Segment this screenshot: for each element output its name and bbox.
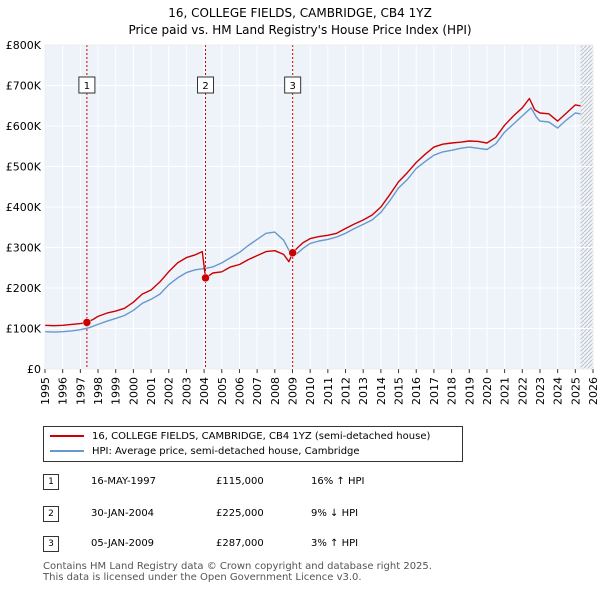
x-tick-label: 1996 [57,377,70,405]
x-tick-label: 2002 [163,377,176,405]
legend-label-hpi: HPI: Average price, semi-detached house,… [92,446,360,457]
x-tick-label: 2014 [375,377,388,405]
sale-marker-box [284,76,302,94]
x-tick-label: 2005 [216,377,229,405]
y-tick-label: £800K [6,39,42,52]
y-tick-label: £100K [6,323,42,336]
footer-attribution: Contains HM Land Registry data © Crown c… [43,561,432,583]
y-tick-label: £0 [27,363,41,376]
transaction-date: 05-JAN-2009 [91,538,155,549]
x-tick-label: 1999 [110,377,123,405]
x-tick-label: 2000 [127,377,140,405]
plot-frame [44,44,594,370]
y-tick-label: £500K [6,161,42,174]
x-tick-label: 2004 [198,377,211,405]
price-chart: 16, COLLEGE FIELDS, CAMBRIDGE, CB4 1YZ Pr… [6,6,600,405]
x-tick-label: 2018 [446,377,459,405]
y-tick-label: £400K [6,201,42,214]
y-tick-label: £300K [6,242,42,255]
x-tick-label: 2010 [304,377,317,405]
transaction-row: 1 16-MAY-1997 £115,000 16% ↑ HPI [43,474,443,490]
y-tick-label: £200K [6,282,42,295]
x-tick-label: 1997 [74,377,87,405]
x-tick-label: 1995 [39,377,52,405]
transaction-price: £225,000 [216,508,264,519]
x-tick-label: 2022 [516,377,529,405]
transaction-price: £287,000 [216,538,264,549]
x-tick-label: 2001 [145,377,158,405]
legend-label-property: 16, COLLEGE FIELDS, CAMBRIDGE, CB4 1YZ (… [92,431,431,442]
legend-item-property: 16, COLLEGE FIELDS, CAMBRIDGE, CB4 1YZ (… [50,430,430,444]
x-tick-label: 2025 [569,377,582,405]
x-tick-label: 2006 [233,377,246,405]
transaction-hpi-diff: 9% ↓ HPI [311,508,359,519]
sale-point [201,273,210,283]
x-tick-label: 2026 [587,377,600,405]
x-tick-label: 2016 [410,377,423,405]
legend-swatch-hpi [50,450,84,452]
transaction-hpi-diff: 3% ↑ HPI [311,538,359,549]
sale-marker-number: 2 [202,81,208,92]
sale-marker-number: 1 [84,81,90,92]
transaction-row: 3 05-JAN-2009 £287,000 3% ↑ HPI [43,536,443,552]
sale-point [82,318,92,327]
property-price-line [44,97,581,327]
x-tick-label: 2021 [499,377,512,405]
chart-legend: 16, COLLEGE FIELDS, CAMBRIDGE, CB4 1YZ (… [43,426,463,462]
chart-title: 16, COLLEGE FIELDS, CAMBRIDGE, CB4 1YZ [168,6,432,20]
x-tick-label: 2019 [463,377,476,405]
legend-swatch-property [50,435,84,437]
sale-point [288,248,297,258]
transaction-number-badge: 1 [43,474,59,490]
sale-marker-box [78,76,96,94]
x-tick-label: 2009 [286,377,299,405]
y-tick-label: £700K [6,80,42,93]
footer-line-2: This data is licensed under the Open Gov… [43,572,362,583]
sale-marker-number: 3 [289,81,295,92]
transaction-row: 2 30-JAN-2004 £225,000 9% ↓ HPI [43,506,443,522]
x-tick-label: 2015 [393,377,406,405]
transaction-date: 16-MAY-1997 [91,476,157,487]
x-tick-label: 2017 [428,377,441,405]
chart-subtitle: Price paid vs. HM Land Registry's House … [128,23,471,37]
x-tick-label: 2012 [340,377,353,405]
hpi-line [44,107,581,333]
transaction-hpi-diff: 16% ↑ HPI [311,476,365,487]
x-tick-label: 2011 [322,377,335,405]
footer-line-1: Contains HM Land Registry data © Crown c… [43,561,432,572]
x-tick-label: 2003 [180,377,193,405]
x-tick-label: 2024 [552,377,565,405]
legend-item-hpi: HPI: Average price, semi-detached house,… [50,445,360,459]
x-tick-label: 2020 [481,377,494,405]
x-tick-label: 2008 [269,377,282,405]
sale-marker-box [197,76,215,94]
transaction-date: 30-JAN-2004 [91,508,155,519]
x-tick-label: 2013 [357,377,370,405]
x-tick-label: 2007 [251,377,264,405]
transaction-number-badge: 3 [43,536,59,552]
transaction-number-badge: 2 [43,506,59,522]
x-tick-label: 1998 [92,377,105,405]
x-tick-label: 2023 [534,377,547,405]
y-tick-label: £600K [6,120,42,133]
transaction-price: £115,000 [216,476,264,487]
